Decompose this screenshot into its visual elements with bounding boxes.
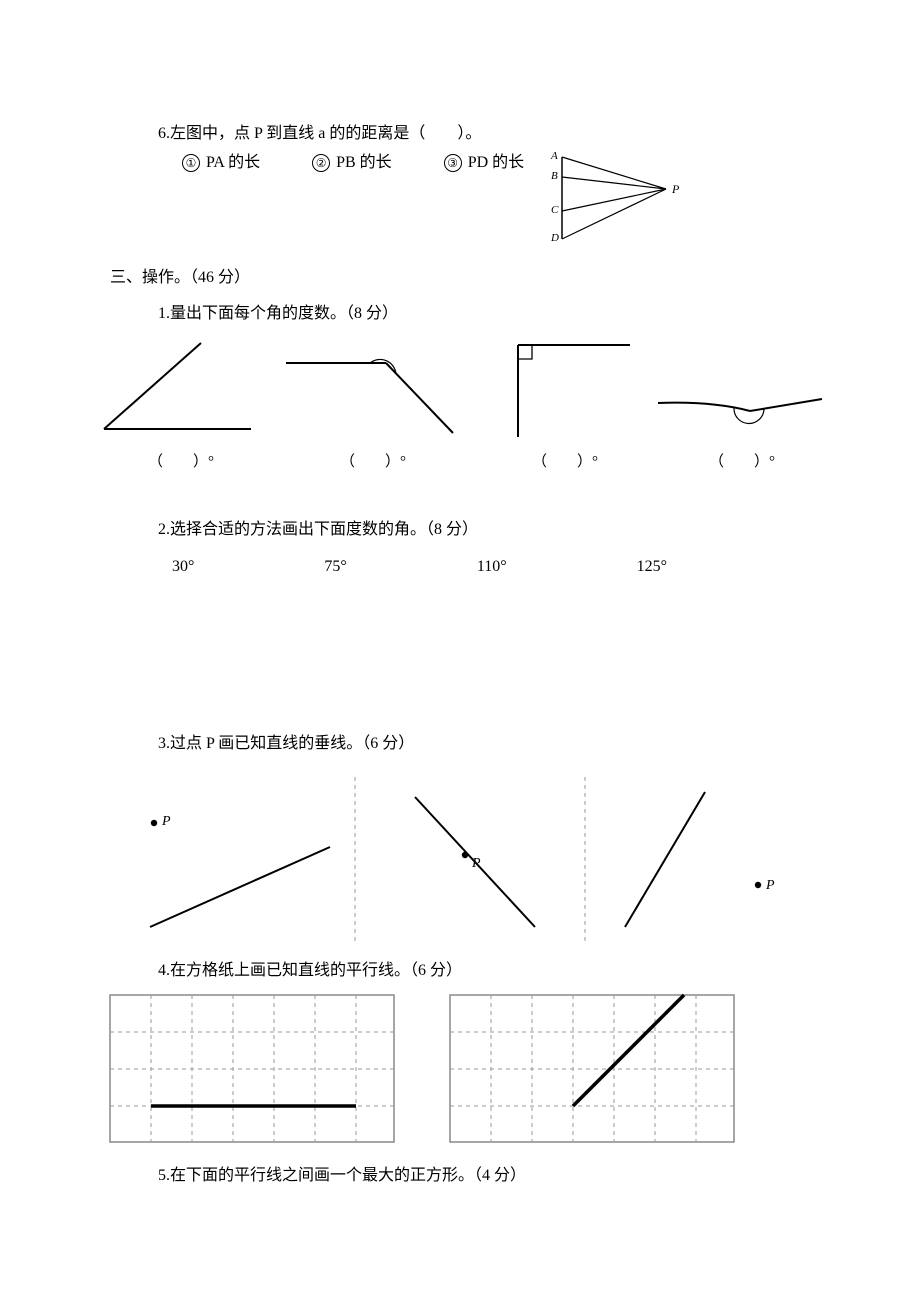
angle-2-label: （ ）° [278, 449, 468, 476]
deg-110: 110° [477, 553, 507, 582]
circled-3-icon: ③ [444, 154, 462, 172]
angle-3-label: （ ）° [480, 449, 650, 476]
deg-30: 30° [172, 553, 194, 582]
q6-choice-1: ①PA 的长 [182, 149, 260, 178]
q4-prompt: 4.在方格纸上画已知直线的平行线。（6 分） [110, 957, 810, 986]
label-p: P [671, 182, 680, 196]
grid-2 [446, 991, 738, 1146]
q5-prompt: 5.在下面的平行线之间画一个最大的正方形。（4 分） [110, 1162, 810, 1191]
q6-prompt: 6.左图中，点 P 到直线 a 的的距离是（ ）。 [110, 120, 810, 149]
q2-prompt: 2.选择合适的方法画出下面度数的角。（8 分） [110, 516, 810, 545]
grid-1 [106, 991, 398, 1146]
circled-1-icon: ① [182, 154, 200, 172]
perp-3: P [590, 767, 820, 947]
perp2-p-label: P [471, 856, 481, 871]
perp-2: P [360, 767, 590, 947]
angle-1: （ ）° [86, 333, 276, 476]
angle-2: （ ）° [278, 333, 468, 476]
angle-4: （ ）° [652, 333, 832, 476]
label-a: A [550, 150, 558, 162]
section-3-title: 三、操作。（46 分） [110, 264, 810, 293]
label-b: B [551, 170, 558, 182]
q6-choice-2: ②PB 的长 [312, 149, 392, 178]
q2-workspace [110, 582, 810, 722]
angle-1-label: （ ）° [86, 449, 276, 476]
q1-prompt: 1.量出下面每个角的度数。（8 分） [110, 300, 810, 329]
perp1-p-label: P [161, 814, 171, 829]
perp-1: P [110, 767, 360, 947]
deg-125: 125° [637, 553, 667, 582]
q3-prompt: 3.过点 P 画已知直线的垂线。（6 分） [110, 730, 810, 759]
label-c: C [551, 204, 559, 216]
angle-4-label: （ ）° [652, 449, 832, 476]
q6-figure: A B C D P [548, 149, 688, 256]
deg-75: 75° [324, 553, 346, 582]
circled-2-icon: ② [312, 154, 330, 172]
angle-3: （ ）° [480, 333, 650, 476]
label-d: D [550, 232, 559, 244]
perp3-p-label: P [765, 878, 775, 893]
q6-choice-3: ③PD 的长 [444, 149, 524, 178]
